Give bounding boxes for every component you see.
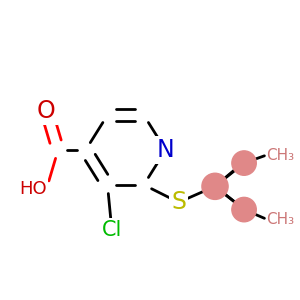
Circle shape <box>202 173 228 200</box>
Text: CH₃: CH₃ <box>266 148 294 163</box>
Text: CH₃: CH₃ <box>266 212 294 227</box>
Text: HO: HO <box>19 180 46 198</box>
Circle shape <box>232 197 256 222</box>
Text: O: O <box>37 99 56 123</box>
Text: S: S <box>171 190 186 214</box>
Circle shape <box>232 151 256 175</box>
Text: N: N <box>157 138 175 162</box>
Text: Cl: Cl <box>102 220 122 240</box>
